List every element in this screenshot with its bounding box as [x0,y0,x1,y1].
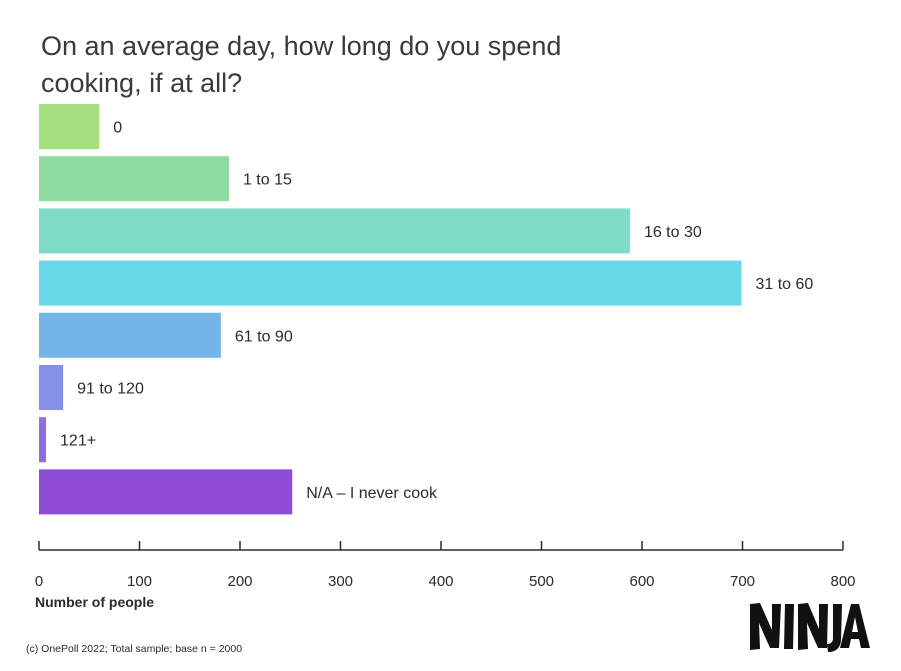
x-tick-label-8: 800 [830,573,855,590]
bar-label-3: 31 to 60 [755,276,813,293]
bar-label-2: 16 to 30 [644,224,702,241]
bar-label-6: 121+ [60,433,96,450]
x-tick-label-5: 500 [529,573,554,590]
bar-label-0: 0 [113,120,122,137]
footnote: (c) OnePoll 2022; Total sample; base n =… [26,643,243,655]
bar-4 [39,312,221,358]
x-tick-label-2: 200 [227,573,252,590]
x-tick-label-4: 400 [428,573,453,590]
x-tick-label-6: 600 [629,573,654,590]
bar-1 [39,156,229,202]
x-tick-label-7: 700 [730,573,755,590]
bar-7 [39,469,293,515]
x-tick-label-3: 300 [328,573,353,590]
bar-label-1: 1 to 15 [243,172,292,189]
bar-label-7: N/A – I never cook [306,485,438,502]
chart-title: On an average day, how long do you spend… [41,31,562,98]
x-axis-label: Number of people [35,594,155,610]
bar-3 [39,260,742,306]
x-tick-label-1: 100 [127,573,152,590]
bar-2 [39,208,630,254]
bar-0 [39,104,100,149]
ninja-logo [750,603,870,652]
bar-5 [39,365,64,410]
bar-label-4: 61 to 90 [235,328,293,345]
bar-group: 0 1 to 15 16 to 30 31 to 60 61 to 90 91 to 12… [39,104,813,515]
bar-6 [39,417,47,463]
x-tick-label-0: 0 [35,573,43,590]
bar-label-5: 91 to 120 [77,381,144,398]
x-axis: 0 100 200 300 400 500 600 700 800 [35,541,856,590]
